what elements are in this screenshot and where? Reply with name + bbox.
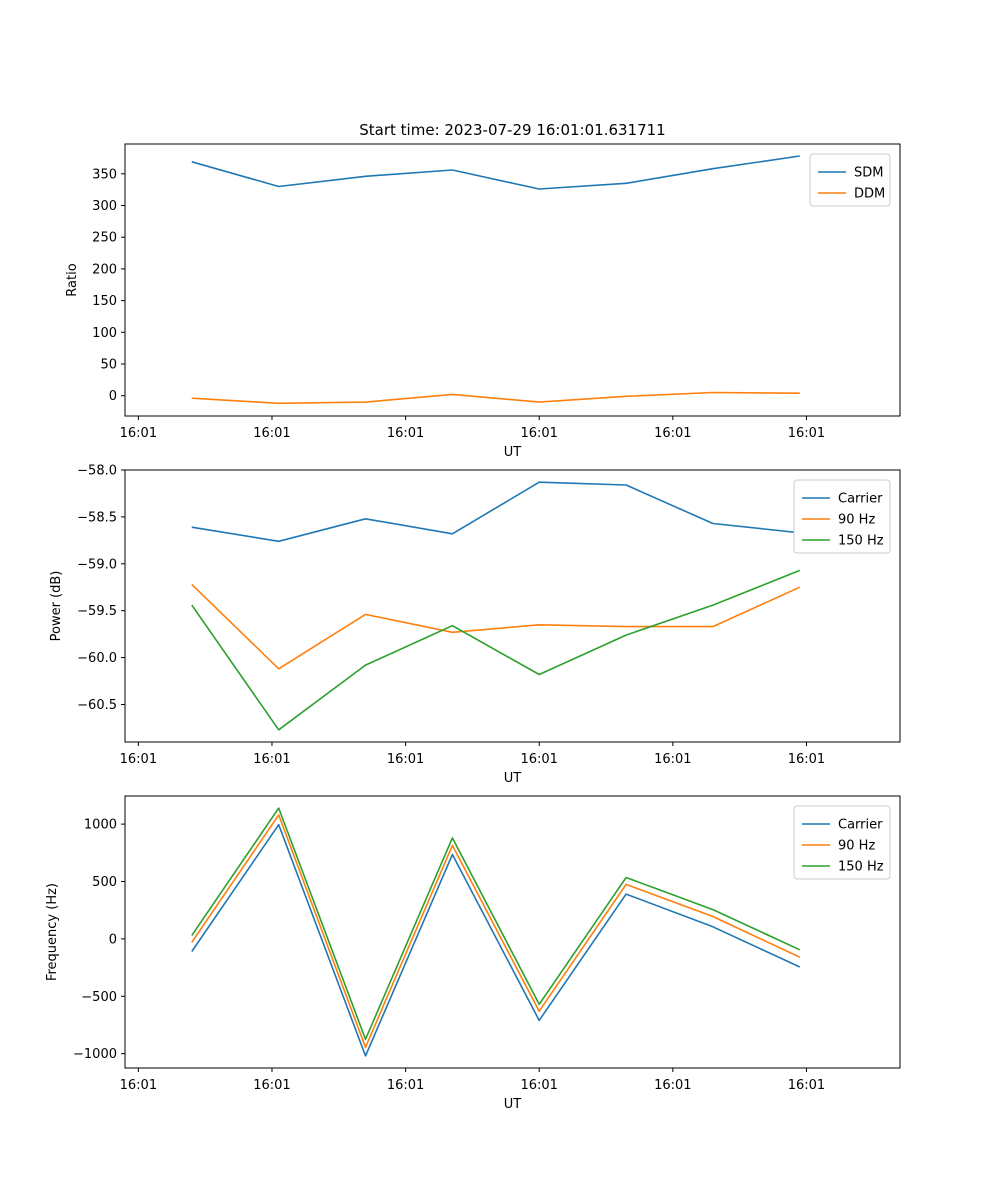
x-tick-label: 16:01 — [387, 1078, 424, 1093]
series-line-carrier — [191, 823, 801, 1057]
y-axis-label: Frequency (Hz) — [45, 883, 60, 981]
x-tick-label: 16:01 — [253, 1078, 290, 1093]
x-tick-label: 16:01 — [120, 752, 157, 767]
legend: SDM DDM — [809, 153, 891, 207]
y-tick-label: 250 — [92, 231, 117, 246]
y-axis-label: Ratio — [65, 263, 80, 296]
x-tick-label: 16:01 — [788, 1078, 825, 1093]
y-tick-label: −500 — [81, 990, 117, 1005]
series-line-carrier — [191, 481, 800, 543]
y-tick-label: 150 — [92, 294, 117, 309]
y-tick-label: 0 — [109, 389, 117, 404]
x-tick-label: 16:01 — [253, 752, 290, 767]
y-tick-label: 200 — [92, 262, 117, 277]
y-tick-label: 1000 — [84, 818, 117, 833]
y-axis-label: Power (dB) — [49, 571, 64, 642]
legend-label: SDM — [854, 166, 883, 181]
legend-label: 90 Hz — [838, 513, 875, 528]
plot-frame — [124, 469, 901, 743]
y-tick-label: 350 — [92, 167, 117, 182]
legend-label: 150 Hz — [838, 860, 884, 875]
y-tick-label: −60.5 — [77, 698, 117, 713]
y-tick-label: −1000 — [73, 1047, 117, 1062]
x-axis-label: UT — [504, 445, 522, 460]
chart-panel-3: −1000 −500 0 500 1000 16:01 16:01 16:01 16:01 16:… — [45, 795, 901, 1112]
y-tick-label: −58.5 — [77, 510, 117, 525]
y-tick-label: 0 — [109, 932, 117, 947]
x-tick-label: 16:01 — [654, 752, 691, 767]
y-tick-label: −60.0 — [77, 651, 117, 666]
y-tick-label: 500 — [92, 875, 117, 890]
legend-label: 150 Hz — [838, 534, 884, 549]
x-tick-label: 16:01 — [520, 1078, 557, 1093]
x-tick-label: 16:01 — [387, 752, 424, 767]
chart-panel-1: 0 50 100 150 200 250 300 350 16:01 16:01 16:01 16:0… — [65, 121, 901, 460]
chart-panel-2: −60.5 −60.0 −59.5 −59.0 −58.5 −58.0 16:01 16:01… — [49, 464, 901, 786]
chart-title: Start time: 2023-07-29 16:01:01.631711 — [359, 121, 665, 139]
series-line-sdm — [191, 155, 800, 190]
plot-frame — [124, 143, 901, 417]
x-tick-label: 16:01 — [120, 426, 157, 441]
x-tick-label: 16:01 — [520, 752, 557, 767]
legend: Carrier 90 Hz 150 Hz — [793, 479, 891, 554]
series-line-150-hz — [191, 569, 801, 731]
x-tick-label: 16:01 — [120, 1078, 157, 1093]
y-tick-label: 100 — [92, 326, 117, 341]
x-tick-label: 16:01 — [520, 426, 557, 441]
legend: Carrier 90 Hz 150 Hz — [793, 805, 891, 880]
x-axis-label: UT — [504, 1097, 522, 1112]
legend-label: DDM — [854, 187, 885, 202]
series-line-150-hz — [191, 807, 801, 1041]
x-tick-label: 16:01 — [788, 426, 825, 441]
x-tick-label: 16:01 — [788, 752, 825, 767]
y-tick-label: −59.0 — [77, 557, 117, 572]
series-line-ddm — [191, 391, 800, 405]
x-tick-label: 16:01 — [253, 426, 290, 441]
legend-label: Carrier — [838, 492, 883, 507]
y-tick-label: 50 — [100, 358, 117, 373]
legend-label: 90 Hz — [838, 839, 875, 854]
x-tick-label: 16:01 — [654, 426, 691, 441]
plot-frame — [124, 795, 901, 1069]
x-tick-label: 16:01 — [654, 1078, 691, 1093]
series-line-90-hz — [191, 814, 801, 1049]
y-tick-label: 300 — [92, 199, 117, 214]
series-line-90-hz — [191, 583, 801, 670]
x-tick-label: 16:01 — [387, 426, 424, 441]
y-tick-label: −59.5 — [77, 604, 117, 619]
legend-label: Carrier — [838, 818, 883, 833]
y-tick-label: −58.0 — [77, 464, 117, 479]
x-axis-label: UT — [504, 771, 522, 786]
